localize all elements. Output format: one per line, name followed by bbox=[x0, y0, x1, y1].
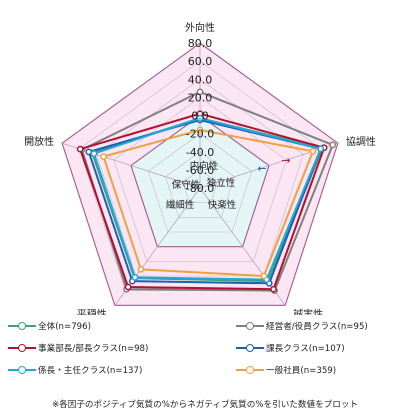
axis-label: 平穏性 bbox=[77, 307, 107, 315]
grid-ring bbox=[165, 151, 235, 218]
tick-label: -60.0 bbox=[186, 164, 214, 177]
grid-spoke bbox=[61, 142, 201, 189]
inner-label: 保守性 bbox=[172, 179, 201, 191]
legend-label: 課長クラス(n=107) bbox=[266, 344, 345, 354]
tick-label: 0.0 bbox=[191, 110, 209, 123]
inner-label: 快楽性 bbox=[208, 199, 237, 211]
legend-swatch bbox=[8, 364, 36, 376]
grid-ring bbox=[182, 169, 218, 203]
grid-ring bbox=[96, 78, 304, 277]
series-point bbox=[309, 147, 317, 155]
axis-label: 誠実性 bbox=[293, 307, 323, 315]
axis-label: 外向性 bbox=[185, 21, 215, 34]
series-point bbox=[270, 285, 277, 293]
series-line bbox=[92, 117, 323, 281]
tick-label: -80.0 bbox=[186, 182, 214, 195]
legend-item: 係長・主任クラス(n=137) bbox=[8, 364, 142, 378]
series-line bbox=[80, 90, 334, 292]
series-point bbox=[317, 145, 325, 153]
series-point bbox=[260, 272, 268, 280]
tick-label: 60.0 bbox=[188, 55, 213, 68]
legend-swatch bbox=[236, 364, 264, 376]
series-point bbox=[85, 148, 93, 156]
series-point bbox=[196, 126, 204, 134]
legend-label: 全体(n=796) bbox=[38, 322, 91, 332]
grid-ring bbox=[130, 114, 270, 248]
series-line bbox=[78, 112, 326, 291]
tick-label: -40.0 bbox=[186, 146, 214, 159]
axis-label: 協調性 bbox=[346, 135, 376, 148]
axis-label: 開放性 bbox=[24, 135, 54, 148]
series-point bbox=[124, 283, 132, 291]
tick-label: 80.0 bbox=[188, 37, 213, 50]
legend-label: 係長・主任クラス(n=137) bbox=[38, 366, 143, 376]
footnote: ※各因子のポジティブ気質の%からネガティブ気質の%を引いた数値をプロット bbox=[51, 400, 359, 410]
inner-label: 内向性 bbox=[190, 160, 219, 172]
legend-item: 一般社員(n=359) bbox=[236, 364, 336, 378]
inner-label: 独立性 bbox=[207, 177, 236, 189]
legend-swatch bbox=[236, 342, 264, 354]
legend-item: 経営者/役員クラス(n=95) bbox=[236, 320, 368, 334]
legend-swatch bbox=[8, 342, 36, 354]
tick-label: 40.0 bbox=[188, 73, 213, 86]
legend-swatch bbox=[8, 320, 36, 332]
legend-swatch bbox=[236, 320, 264, 332]
series-point bbox=[196, 114, 204, 122]
legend-label: 経営者/役員クラス(n=95) bbox=[266, 322, 368, 332]
legend-label: 事業部長/部長クラス(n=98) bbox=[38, 344, 149, 354]
tick-label: 20.0 bbox=[188, 91, 213, 104]
tick-label: -20.0 bbox=[186, 128, 214, 141]
series-line bbox=[102, 128, 315, 278]
arrow-mark: ← bbox=[257, 162, 266, 175]
grid-ring bbox=[147, 133, 253, 233]
series-point bbox=[100, 153, 107, 160]
grid-ring bbox=[61, 42, 339, 306]
legend-item: 全体(n=796) bbox=[8, 320, 91, 334]
series-point bbox=[76, 145, 84, 153]
series-point bbox=[196, 88, 204, 96]
arrow-mark: → bbox=[281, 154, 290, 167]
series-point bbox=[329, 141, 337, 149]
legend-item: 課長クラス(n=107) bbox=[236, 342, 345, 356]
legend-item: 事業部長/部長クラス(n=98) bbox=[8, 342, 148, 356]
series-point bbox=[131, 274, 139, 281]
inner-label: 繊細性 bbox=[166, 199, 195, 211]
legend-label: 一般社員(n=359) bbox=[266, 366, 337, 376]
series-point bbox=[90, 150, 98, 157]
radar-chart: 80.0 60.0 40.0 20.0 0.0 -20.0 -40.0 -60.0 -80.0 外… bbox=[24, 21, 376, 315]
series-point bbox=[137, 266, 145, 273]
